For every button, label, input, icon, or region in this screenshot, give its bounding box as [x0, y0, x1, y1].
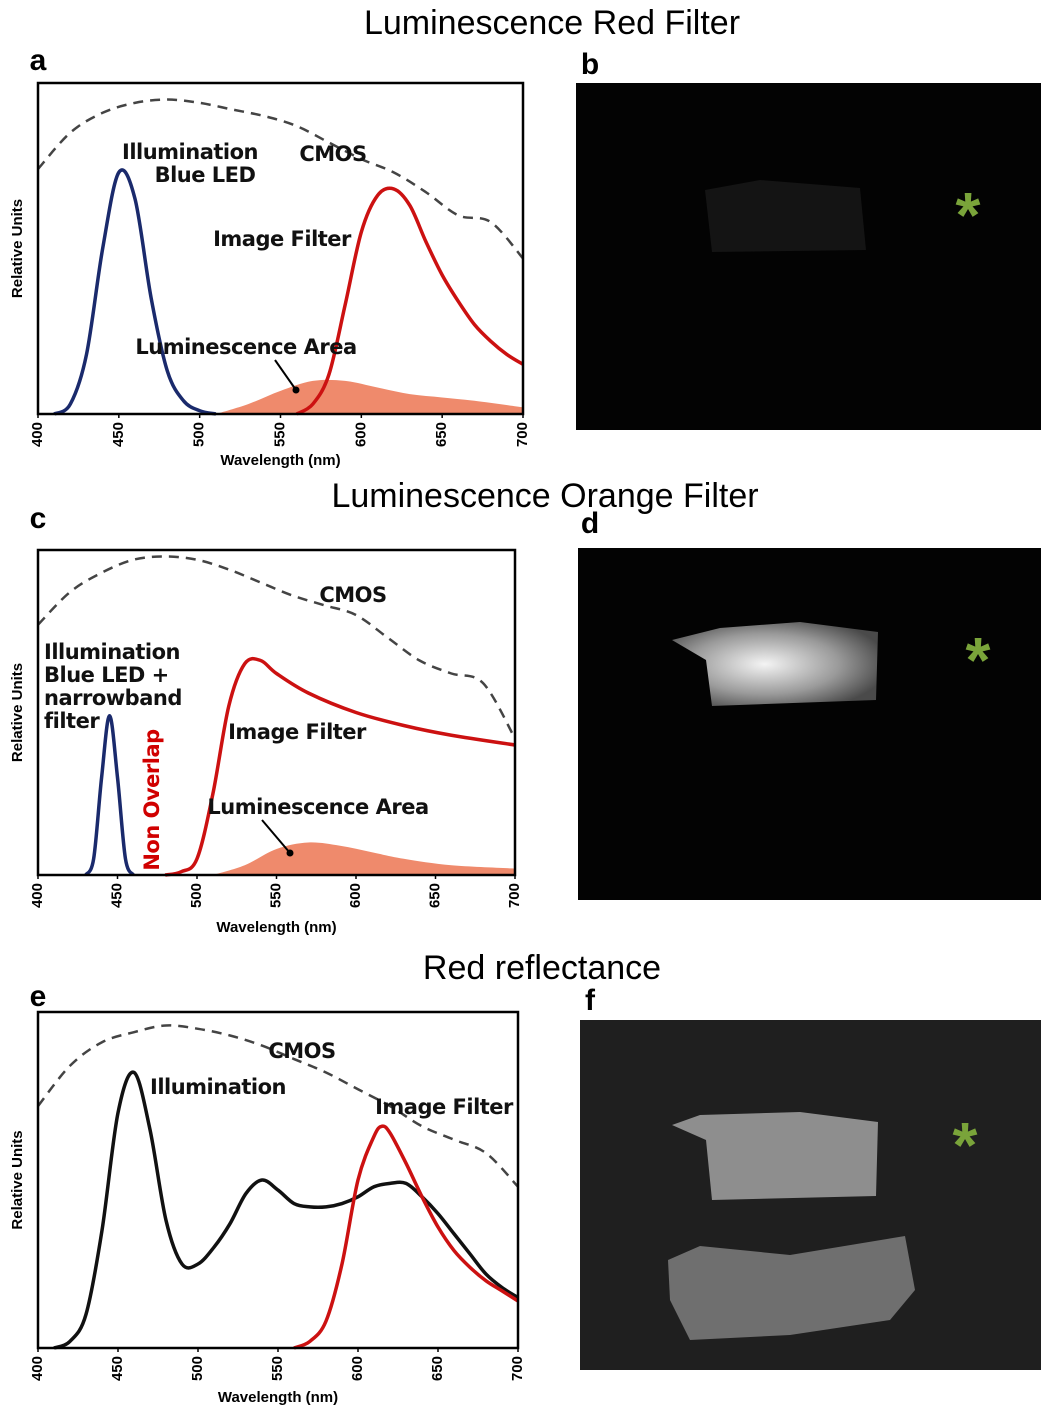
annotation: Image Filter [228, 720, 367, 744]
section-title: Luminescence Orange Filter [331, 477, 758, 515]
bone-bright [672, 622, 878, 706]
bone-upper [672, 1112, 878, 1200]
x-axis-label: Wavelength (nm) [216, 919, 336, 936]
y-axis-label: Relative Units [9, 199, 26, 298]
cmos-curve [37, 555, 517, 740]
marker: * [966, 624, 991, 696]
panel-label: c [30, 502, 47, 535]
annotation: filter [44, 709, 100, 733]
annotation: Illumination [150, 1075, 286, 1099]
x-tick-label: 500 [189, 1356, 206, 1381]
spectrum-curve [293, 1124, 519, 1350]
annotation: CMOS [319, 583, 386, 607]
spectrum-curve [295, 186, 524, 416]
annotation: Blue LED [155, 163, 256, 187]
section-title: Luminescence Red Filter [364, 4, 740, 42]
plot-frame [36, 548, 517, 877]
panel-label: f [585, 984, 596, 1017]
x-tick-label: 550 [267, 883, 284, 908]
annotation: Luminescence Area [207, 795, 428, 819]
spectrum-curve [84, 713, 135, 877]
x-tick-label: 700 [509, 1356, 526, 1381]
x-tick-label: 600 [347, 883, 364, 908]
x-tick-label: 450 [108, 883, 125, 908]
spectrum-curve [164, 656, 516, 877]
x-tick-label: 550 [269, 1356, 286, 1381]
annotation-arrow [261, 819, 291, 854]
x-tick-label: 500 [191, 422, 208, 447]
panel-label: e [30, 980, 47, 1013]
x-tick-label: 650 [426, 883, 443, 908]
annotation: Non Overlap [140, 729, 164, 871]
marker: * [956, 179, 981, 251]
photo-d [578, 548, 1041, 900]
y-axis-label: Relative Units [9, 1130, 26, 1229]
x-tick-label: 500 [188, 883, 205, 908]
x-tick-label: 650 [433, 422, 450, 447]
bone-faint [705, 180, 866, 252]
annotation: CMOS [268, 1039, 335, 1063]
x-tick-label: 400 [29, 422, 46, 447]
annotation: CMOS [299, 142, 366, 166]
arrow-head [286, 849, 294, 857]
arrow-head [292, 386, 300, 394]
annotation: Image Filter [213, 227, 352, 251]
annotation: Blue LED + [44, 663, 169, 687]
x-tick-label: 650 [429, 1356, 446, 1381]
panel-label: a [30, 44, 47, 77]
x-tick-label: 600 [349, 1356, 366, 1381]
x-axis-label: Wavelength (nm) [220, 452, 340, 469]
x-tick-label: 450 [110, 422, 127, 447]
spectrum-curve [53, 1070, 519, 1350]
x-tick-label: 550 [271, 422, 288, 447]
bone-lower [668, 1236, 915, 1340]
marker: * [953, 1109, 978, 1181]
x-tick-label: 400 [29, 883, 46, 908]
panel-label: b [581, 48, 599, 81]
luminescence-area [215, 379, 524, 414]
x-axis-label: Wavelength (nm) [218, 1389, 338, 1406]
x-tick-label: 700 [514, 422, 531, 447]
photo-b [576, 83, 1041, 430]
x-tick-label: 600 [352, 422, 369, 447]
cmos-curve [37, 98, 524, 260]
luminescence-area [212, 842, 515, 875]
x-tick-label: 450 [109, 1356, 126, 1381]
x-tick-label: 400 [29, 1356, 46, 1381]
section-title: Red reflectance [423, 949, 661, 987]
annotation-arrow [274, 359, 297, 391]
panel-label: d [581, 507, 599, 540]
annotation: Luminescence Area [135, 335, 356, 359]
x-tick-label: 700 [506, 883, 523, 908]
annotation: Image Filter [375, 1095, 514, 1119]
annotation: Illumination [122, 140, 258, 164]
spectrum-curve [53, 168, 217, 416]
cmos-curve [37, 1024, 519, 1188]
annotation: narrowband [44, 686, 182, 710]
annotation: Illumination [44, 640, 180, 664]
y-axis-label: Relative Units [9, 663, 26, 762]
